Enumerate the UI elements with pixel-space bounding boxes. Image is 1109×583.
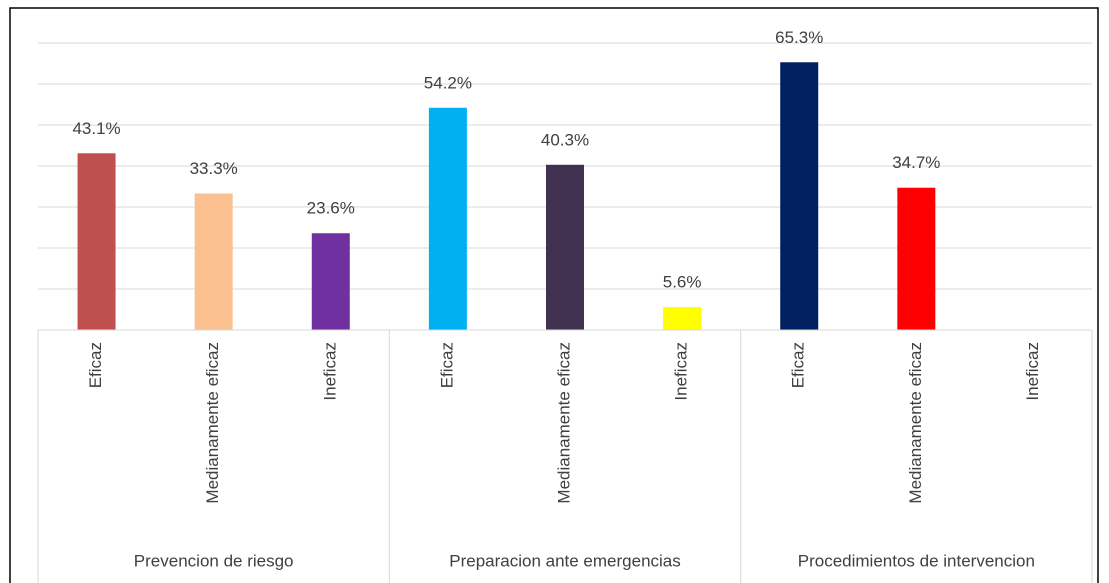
data-label: 34.7% [892, 153, 940, 172]
data-label: 5.6% [663, 273, 702, 292]
x-tick-label: Medianamente eficaz [906, 342, 925, 504]
x-tick-label: Eficaz [86, 342, 105, 388]
x-tick-label: Ineficaz [1023, 342, 1042, 401]
x-tick-label: Medianamente eficaz [203, 342, 222, 504]
data-label: 23.6% [307, 199, 355, 218]
bar [77, 153, 116, 330]
data-label: 40.3% [541, 130, 589, 149]
bar [780, 62, 819, 331]
bar [546, 164, 584, 330]
bar [663, 307, 702, 330]
data-label: 54.2% [424, 73, 472, 92]
x-tick-label: Eficaz [437, 342, 456, 388]
data-label: 43.1% [72, 119, 120, 138]
x-tick-label: Ineficaz [320, 342, 339, 401]
x-tick-label: Ineficaz [672, 342, 691, 401]
group-label: Procedimientos de intervencion [798, 551, 1035, 570]
x-tick-label: Eficaz [789, 342, 808, 388]
x-tick-label: Medianamente eficaz [554, 342, 573, 504]
bar [897, 187, 936, 330]
bar [311, 233, 350, 330]
data-label: 33.3% [190, 159, 238, 178]
group-label: Preparacion ante emergencias [449, 551, 681, 570]
group-label: Prevencion de riesgo [134, 551, 294, 570]
bar [194, 193, 233, 330]
bar [428, 107, 467, 330]
data-label: 65.3% [775, 28, 823, 47]
